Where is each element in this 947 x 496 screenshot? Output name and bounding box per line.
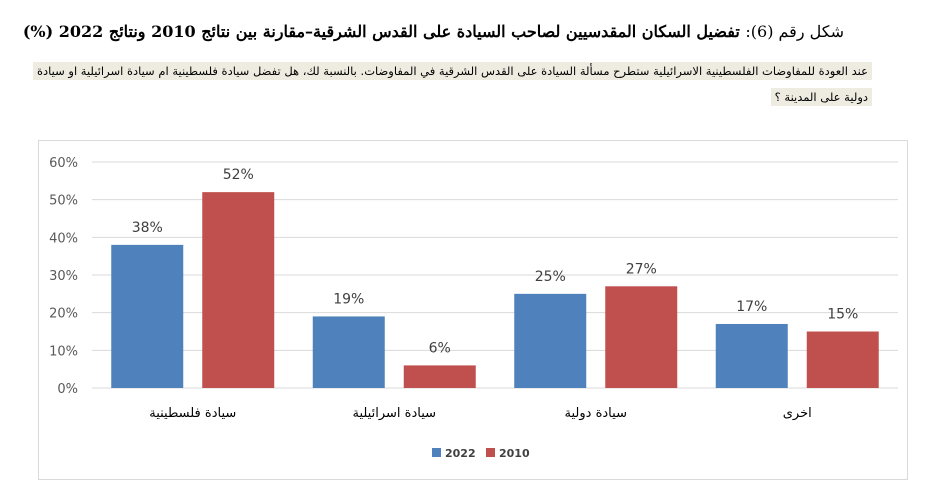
bar-2010 (806, 331, 879, 388)
y-tick-label: 60% (49, 156, 78, 171)
figure-title: شكل رقم (6): تفضيل السكان المقدسيين لصاح… (23, 21, 844, 43)
data-label: 27% (626, 261, 657, 277)
x-category-label: اخرى (783, 406, 812, 421)
data-label: 25% (535, 269, 566, 285)
bar-2010 (403, 365, 476, 388)
y-tick-label: 40% (49, 231, 78, 246)
bar-2010 (202, 192, 275, 388)
data-label: 19% (333, 291, 364, 307)
bar-2010 (605, 286, 678, 388)
legend-label: 2010 (499, 447, 530, 460)
bar-2022 (312, 316, 385, 388)
figure-title-text: تفضيل السكان المقدسيين لصاحب السيادة على… (22, 22, 740, 41)
x-category-label: سيادة اسرائيلية (352, 406, 436, 421)
data-label: 6% (429, 340, 451, 356)
bar-2022 (715, 323, 788, 388)
y-tick-label: 0% (57, 382, 78, 397)
bar-2022 (514, 293, 587, 388)
y-tick-label: 10% (49, 344, 78, 359)
figure-label: شكل رقم (6): (745, 22, 844, 41)
bar-2022 (111, 244, 184, 388)
y-tick-label: 20% (49, 307, 78, 322)
legend-label: 2022 (445, 447, 476, 460)
y-tick-label: 30% (49, 269, 78, 284)
x-category-label: سيادة دولية (565, 406, 627, 421)
x-category-label: سيادة فلسطينية (149, 406, 236, 421)
data-label: 52% (223, 167, 254, 183)
legend-swatch-2022 (432, 448, 441, 457)
y-tick-label: 50% (49, 194, 78, 209)
survey-question: عند العودة للمفاوضات الفلسطينية الاسرائي… (27, 58, 872, 110)
data-label: 15% (827, 307, 858, 323)
legend-swatch-2010 (486, 448, 495, 457)
data-label: 38% (132, 220, 163, 236)
data-label: 17% (736, 299, 767, 315)
